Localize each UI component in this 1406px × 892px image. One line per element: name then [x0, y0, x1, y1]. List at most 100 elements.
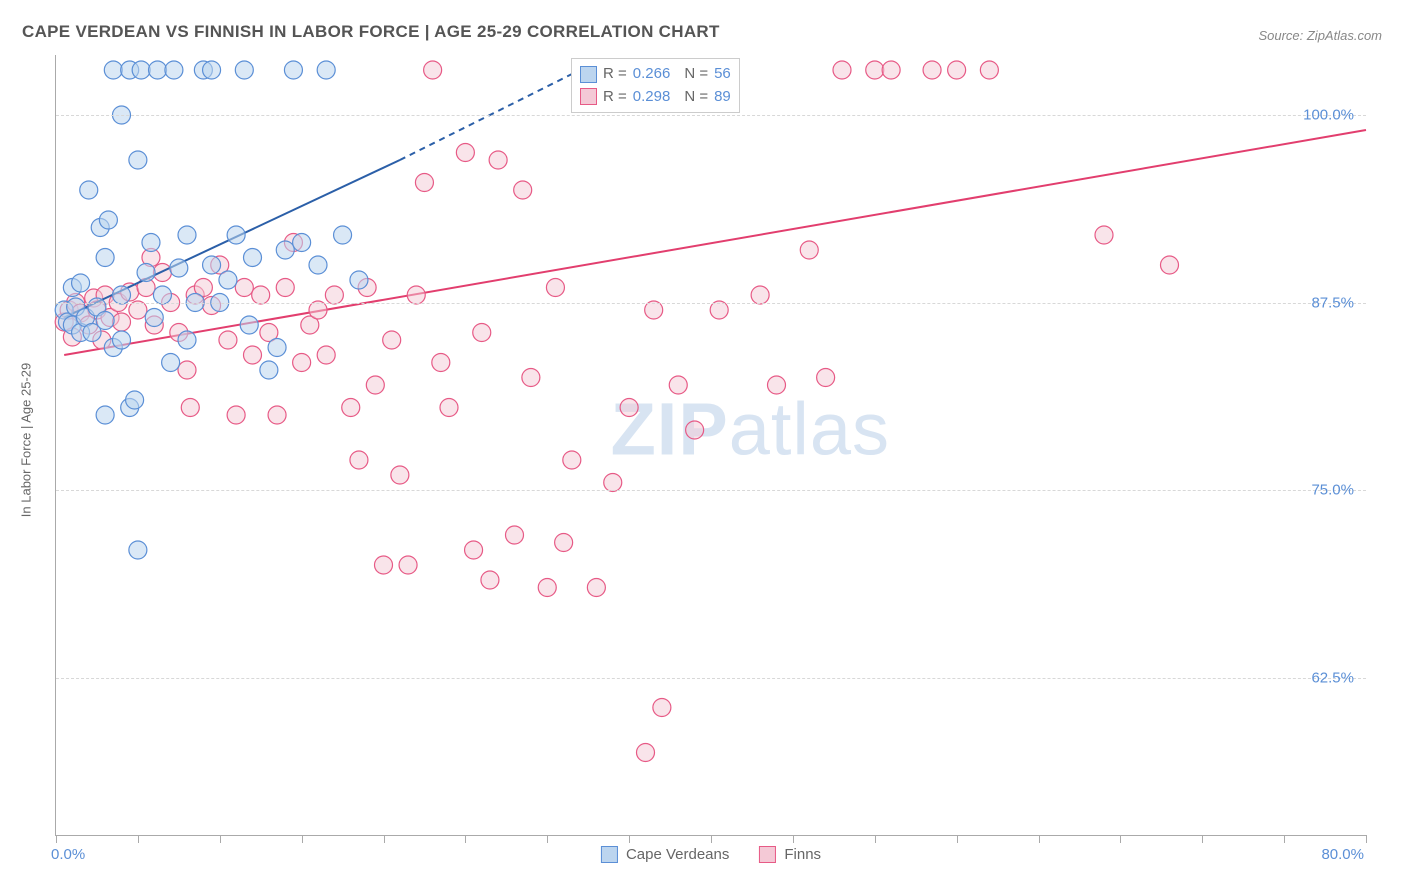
data-point	[399, 556, 417, 574]
legend-swatch-icon	[580, 88, 597, 105]
data-point	[653, 699, 671, 717]
data-point	[142, 234, 160, 252]
x-tick	[220, 835, 221, 843]
data-point	[366, 376, 384, 394]
data-point	[235, 279, 253, 297]
data-point	[219, 331, 237, 349]
legend-row: R =0.266N =56	[580, 63, 731, 86]
data-point	[309, 256, 327, 274]
data-point	[375, 556, 393, 574]
cape-verdeans-swatch-icon	[601, 846, 618, 863]
data-point	[522, 369, 540, 387]
data-point	[219, 271, 237, 289]
data-point	[240, 316, 258, 334]
data-point	[563, 451, 581, 469]
data-point	[227, 406, 245, 424]
data-point	[751, 286, 769, 304]
data-point	[342, 399, 360, 417]
x-tick	[1120, 835, 1121, 843]
x-tick	[138, 835, 139, 843]
x-axis-max-label: 80.0%	[1321, 846, 1364, 863]
data-point	[833, 61, 851, 79]
data-point	[149, 61, 167, 79]
data-point	[260, 361, 278, 379]
legend-n-label: N =	[684, 63, 708, 86]
x-tick	[1039, 835, 1040, 843]
data-point	[284, 61, 302, 79]
x-tick	[1366, 835, 1367, 843]
data-point	[432, 354, 450, 372]
data-point	[293, 234, 311, 252]
data-point	[473, 324, 491, 342]
gridline	[56, 490, 1366, 491]
data-point	[244, 346, 262, 364]
x-tick	[302, 835, 303, 843]
x-tick	[793, 835, 794, 843]
data-point	[153, 286, 171, 304]
data-point	[80, 181, 98, 199]
legend-r-label: R =	[603, 86, 627, 109]
data-point	[203, 256, 221, 274]
data-point	[424, 61, 442, 79]
legend-item-cape-verdeans: Cape Verdeans	[601, 846, 729, 863]
data-point	[407, 286, 425, 304]
legend-row: R =0.298N =89	[580, 86, 731, 109]
data-point	[268, 339, 286, 357]
data-point	[293, 354, 311, 372]
data-point	[1095, 226, 1113, 244]
data-point	[276, 279, 294, 297]
legend-label-cape-verdeans: Cape Verdeans	[626, 846, 729, 863]
data-point	[669, 376, 687, 394]
data-point	[604, 474, 622, 492]
x-tick	[384, 835, 385, 843]
data-point	[72, 274, 90, 292]
data-point	[129, 541, 147, 559]
x-tick	[1284, 835, 1285, 843]
y-tick-label: 100.0%	[1303, 107, 1354, 124]
data-point	[317, 346, 335, 364]
x-tick	[629, 835, 630, 843]
data-point	[99, 211, 117, 229]
data-point	[350, 271, 368, 289]
data-point	[126, 391, 144, 409]
source-attribution: Source: ZipAtlas.com	[1258, 28, 1382, 43]
data-point	[309, 301, 327, 319]
data-point	[415, 174, 433, 192]
data-point	[587, 579, 605, 597]
legend-r-label: R =	[603, 63, 627, 86]
legend-label-finns: Finns	[784, 846, 821, 863]
data-point	[178, 331, 196, 349]
data-point	[317, 61, 335, 79]
x-axis-min-label: 0.0%	[51, 846, 85, 863]
data-point	[1161, 256, 1179, 274]
data-point	[620, 399, 638, 417]
data-point	[113, 313, 131, 331]
data-point	[948, 61, 966, 79]
data-point	[276, 241, 294, 259]
chart-title: CAPE VERDEAN VS FINNISH IN LABOR FORCE |…	[22, 22, 720, 42]
data-point	[170, 259, 188, 277]
data-point	[129, 301, 147, 319]
x-tick	[465, 835, 466, 843]
data-point	[506, 526, 524, 544]
data-point	[325, 286, 343, 304]
data-point	[165, 61, 183, 79]
gridline	[56, 678, 1366, 679]
legend-r-value: 0.298	[633, 86, 671, 109]
x-tick	[1202, 835, 1203, 843]
y-tick-label: 75.0%	[1311, 482, 1354, 499]
data-point	[391, 466, 409, 484]
legend-n-value: 56	[714, 63, 731, 86]
data-point	[489, 151, 507, 169]
x-tick	[547, 835, 548, 843]
data-point	[546, 279, 564, 297]
x-tick	[56, 835, 57, 843]
gridline	[56, 115, 1366, 116]
x-tick	[875, 835, 876, 843]
data-point	[104, 61, 122, 79]
data-point	[96, 312, 114, 330]
chart-container: CAPE VERDEAN VS FINNISH IN LABOR FORCE |…	[0, 0, 1406, 892]
data-point	[923, 61, 941, 79]
data-point	[800, 241, 818, 259]
legend-n-value: 89	[714, 86, 731, 109]
